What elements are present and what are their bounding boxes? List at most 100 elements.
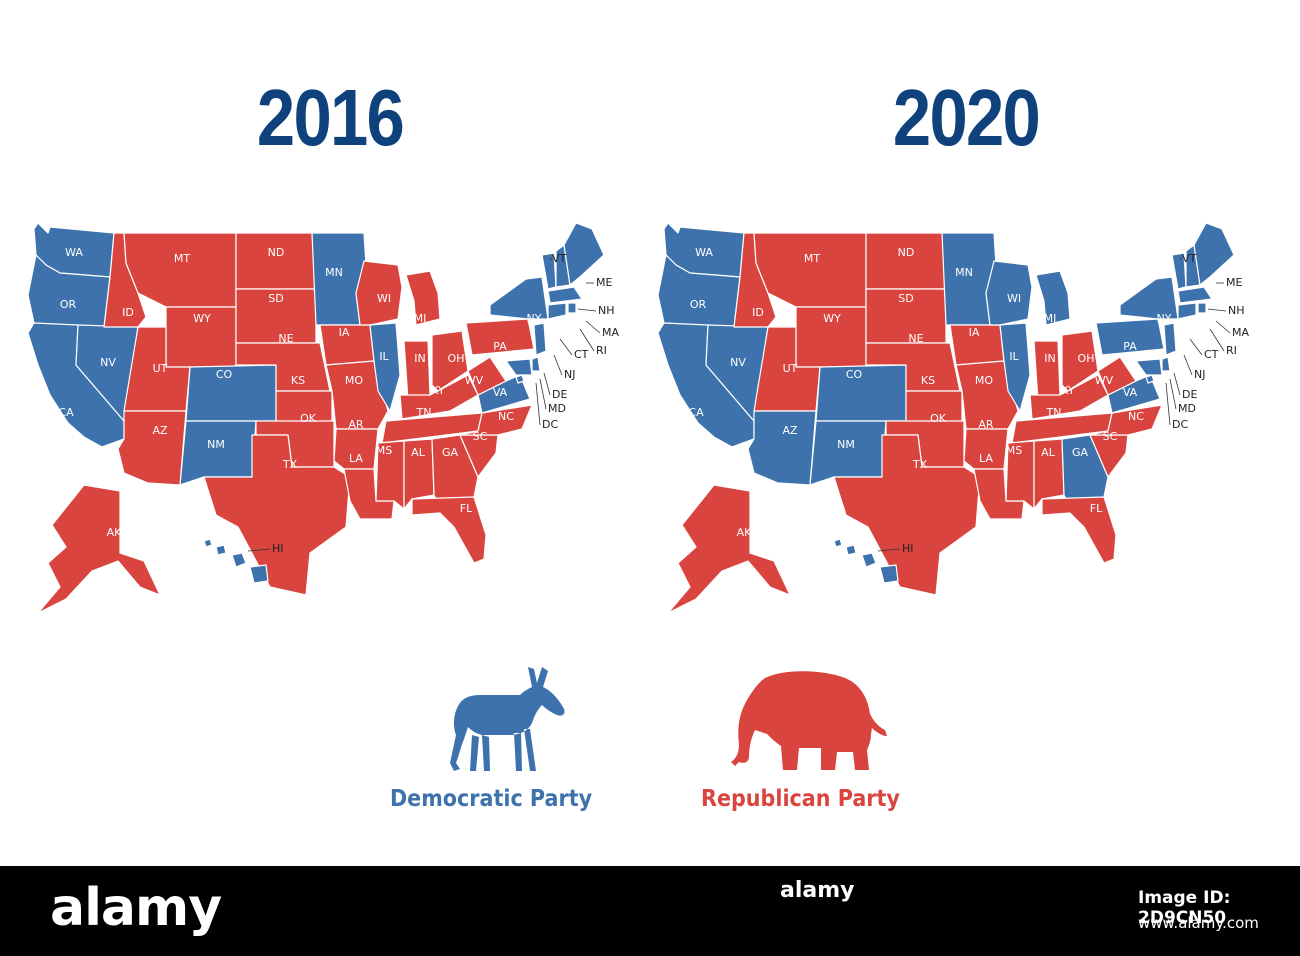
state-label-nc: NC bbox=[1128, 410, 1144, 423]
leader-line-md bbox=[1169, 378, 1177, 410]
state-label-va: VA bbox=[1123, 386, 1138, 399]
state-label-ks: KS bbox=[291, 374, 305, 387]
state-ky bbox=[399, 374, 479, 420]
state-label-mo: MO bbox=[345, 374, 363, 387]
map-svg-2016: WA OR CA NV ID MT WY UT AZ CO NM ND SD NE KS OK TX MN IA MO… bbox=[27, 222, 619, 614]
state-hi bbox=[833, 538, 899, 584]
state-label-ri: RI bbox=[1226, 344, 1237, 357]
state-label-de: DE bbox=[552, 388, 567, 401]
state-label-nh: NH bbox=[1228, 304, 1245, 317]
leader-line-ma bbox=[585, 320, 601, 334]
state-label-nm: NM bbox=[207, 438, 225, 451]
state-mt bbox=[123, 232, 237, 308]
state-label-ok: OK bbox=[930, 412, 947, 425]
state-wv bbox=[1097, 356, 1137, 396]
leader-line-dc bbox=[1165, 382, 1171, 426]
state-ms bbox=[1005, 440, 1035, 510]
leader-line-ma bbox=[1215, 320, 1231, 334]
state-label-tx: TX bbox=[282, 458, 298, 471]
leader-line-nj bbox=[1183, 354, 1193, 376]
site-url-text: www.alamy.com bbox=[1138, 914, 1259, 932]
state-label-il: IL bbox=[379, 350, 389, 363]
state-ma bbox=[1177, 286, 1213, 304]
state-ct bbox=[1177, 302, 1197, 320]
leader-line-hi bbox=[877, 548, 901, 552]
state-label-ga: GA bbox=[1072, 446, 1089, 459]
state-label-oh: OH bbox=[1078, 352, 1095, 365]
state-label-id: ID bbox=[752, 306, 764, 319]
state-label-vt: VT bbox=[552, 252, 567, 265]
state-label-ct: CT bbox=[574, 348, 589, 361]
state-label-sc: SC bbox=[1103, 430, 1118, 443]
state-label-ny: NY bbox=[1157, 312, 1172, 325]
state-label-al: AL bbox=[411, 446, 426, 459]
state-la bbox=[343, 468, 395, 520]
republican-party-label: Republican Party bbox=[701, 786, 900, 812]
state-label-ut: UT bbox=[783, 362, 798, 375]
state-fl bbox=[411, 496, 487, 564]
state-label-nv: NV bbox=[730, 356, 746, 369]
state-label-ga: GA bbox=[442, 446, 459, 459]
state-ri bbox=[567, 302, 577, 314]
state-ri bbox=[1197, 302, 1207, 314]
state-label-pa: PA bbox=[1123, 340, 1137, 353]
state-in bbox=[403, 340, 431, 402]
state-tx bbox=[833, 434, 981, 596]
state-pa bbox=[1095, 318, 1165, 356]
state-label-hi: HI bbox=[272, 542, 284, 555]
state-label-co: CO bbox=[216, 368, 233, 381]
state-oh bbox=[431, 330, 469, 392]
donkey-icon bbox=[450, 667, 565, 771]
leader-line-nh bbox=[1207, 308, 1227, 312]
state-md bbox=[505, 358, 533, 376]
state-label-or: OR bbox=[690, 298, 707, 311]
state-label-ar: AR bbox=[978, 418, 994, 431]
state-nd bbox=[865, 232, 947, 290]
state-label-la: LA bbox=[979, 452, 993, 465]
state-nj bbox=[533, 322, 547, 356]
state-al bbox=[403, 438, 435, 510]
state-label-md: MD bbox=[548, 402, 566, 415]
state-ma bbox=[547, 286, 583, 304]
state-me bbox=[563, 222, 605, 286]
watermark-footer-bar bbox=[0, 866, 1300, 956]
state-label-sd: SD bbox=[268, 292, 283, 305]
state-label-mi: MI bbox=[1044, 312, 1057, 325]
state-label-il: IL bbox=[1009, 350, 1019, 363]
year-title-2020: 2020 bbox=[892, 73, 1041, 162]
state-dc bbox=[515, 374, 525, 384]
leader-line-ct bbox=[1189, 338, 1203, 356]
state-label-fl: FL bbox=[460, 502, 473, 515]
state-label-nj: NJ bbox=[564, 368, 575, 381]
democratic-party-label: Democratic Party bbox=[390, 786, 593, 812]
state-az bbox=[117, 410, 187, 486]
leader-line-de bbox=[543, 372, 551, 396]
state-label-ak: AK bbox=[107, 526, 123, 539]
state-label-wy: WY bbox=[193, 312, 211, 325]
state-mi bbox=[1035, 270, 1071, 326]
state-label-ri: RI bbox=[596, 344, 607, 357]
state-label-mn: MN bbox=[955, 266, 973, 279]
map-svg-2020: WA OR CA NV ID MT WY UT AZ CO NM ND SD NE KS OK TX MN IA MO… bbox=[657, 222, 1249, 614]
state-az bbox=[747, 410, 817, 486]
state-label-co: CO bbox=[846, 368, 863, 381]
state-label-ut: UT bbox=[153, 362, 168, 375]
state-nm bbox=[179, 420, 257, 486]
state-la bbox=[973, 468, 1025, 520]
state-de bbox=[531, 356, 541, 372]
state-label-ky: KY bbox=[431, 384, 445, 397]
us-election-map-2020: WA OR CA NV ID MT WY UT AZ CO NM ND SD NE KS OK TX MN IA MO… bbox=[650, 215, 1290, 615]
alamy-logo: alamy bbox=[50, 878, 222, 938]
state-wv bbox=[467, 356, 507, 396]
state-label-tx: TX bbox=[912, 458, 928, 471]
state-ct bbox=[547, 302, 567, 320]
state-nc bbox=[459, 404, 533, 436]
state-label-nh: NH bbox=[598, 304, 615, 317]
state-label-al: AL bbox=[1041, 446, 1056, 459]
state-label-az: AZ bbox=[152, 424, 168, 437]
state-md bbox=[1135, 358, 1163, 376]
state-label-wi: WI bbox=[377, 292, 391, 305]
state-label-de: DE bbox=[1182, 388, 1197, 401]
leader-line-nj bbox=[553, 354, 563, 376]
state-label-wv: WV bbox=[1095, 374, 1114, 387]
